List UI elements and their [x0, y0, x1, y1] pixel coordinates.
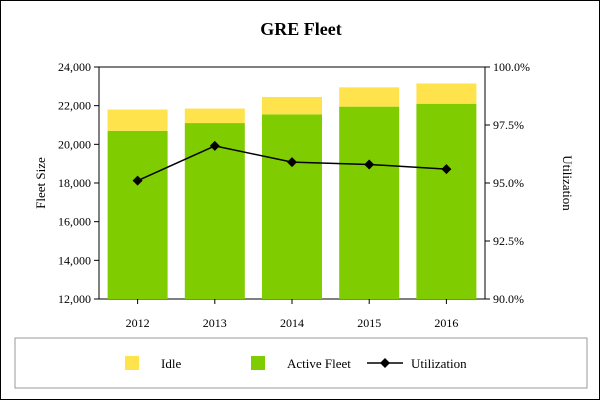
utilization-marker-2014	[287, 157, 297, 168]
bar-idle-2012	[107, 109, 168, 131]
y2-tick-label: 95.0%	[493, 176, 524, 190]
utilization-marker-2015	[364, 159, 375, 170]
utilization-marker-2012	[132, 175, 143, 186]
bar-active-fleet-2014	[262, 114, 322, 299]
bar-active-fleet-2016	[416, 103, 477, 299]
legend-label-utilization: Utilization	[411, 356, 467, 371]
y2-tick-label: 90.0%	[493, 292, 524, 306]
legend: Idle Active Fleet Utilization	[125, 356, 467, 371]
legend-box	[14, 337, 588, 389]
legend-label-active-fleet: Active Fleet	[287, 356, 351, 371]
bars-group	[107, 83, 477, 299]
y-tick-label: 20,000	[58, 137, 91, 151]
bar-idle-2016	[416, 83, 477, 104]
y-tick-label: 18,000	[58, 176, 91, 190]
y-tick-label: 14,000	[58, 253, 91, 267]
utilization-marker-2016	[441, 164, 452, 175]
y-tick-label: 22,000	[58, 99, 91, 113]
left-axis-ticks: 24,000 22,000 20,000 18,000 16,000 14,000 12,0…	[58, 60, 99, 306]
legend-swatch-active-fleet	[251, 356, 265, 370]
bar-active-fleet-2012	[107, 130, 168, 299]
legend-marker-utilization	[380, 358, 390, 368]
utilization-line-group	[132, 140, 452, 186]
x-tick-label: 2015	[357, 316, 381, 330]
x-tick-label: 2012	[126, 316, 150, 330]
bar-active-fleet-2015	[339, 106, 400, 299]
y-tick-label: 16,000	[58, 215, 91, 229]
y2-tick-label: 92.5%	[493, 234, 524, 248]
y2-axis-title: Utilization	[560, 155, 575, 211]
legend-swatch-idle	[125, 356, 139, 370]
utilization-marker-2013	[209, 140, 220, 151]
x-tick-label: 2013	[203, 316, 227, 330]
y-tick-label: 24,000	[58, 60, 91, 74]
bar-idle-2014	[262, 96, 322, 115]
y2-tick-label: 97.5%	[493, 118, 524, 132]
legend-label-idle: Idle	[161, 356, 181, 371]
x-tick-label: 2014	[280, 316, 304, 330]
chart-title: GRE Fleet	[260, 19, 341, 39]
right-axis-ticks: 100.0% 97.5% 95.0% 92.5% 90.0%	[485, 60, 530, 306]
y-tick-label: 12,000	[58, 292, 91, 306]
y-axis-title: Fleet Size	[33, 157, 48, 209]
bar-active-fleet-2013	[184, 123, 245, 299]
x-axis-ticks: 2012 2013 2014 2015 2016	[126, 299, 458, 330]
bar-idle-2015	[339, 87, 400, 107]
x-tick-label: 2016	[434, 316, 458, 330]
y2-tick-label: 100.0%	[493, 60, 530, 74]
bar-idle-2013	[184, 108, 245, 124]
